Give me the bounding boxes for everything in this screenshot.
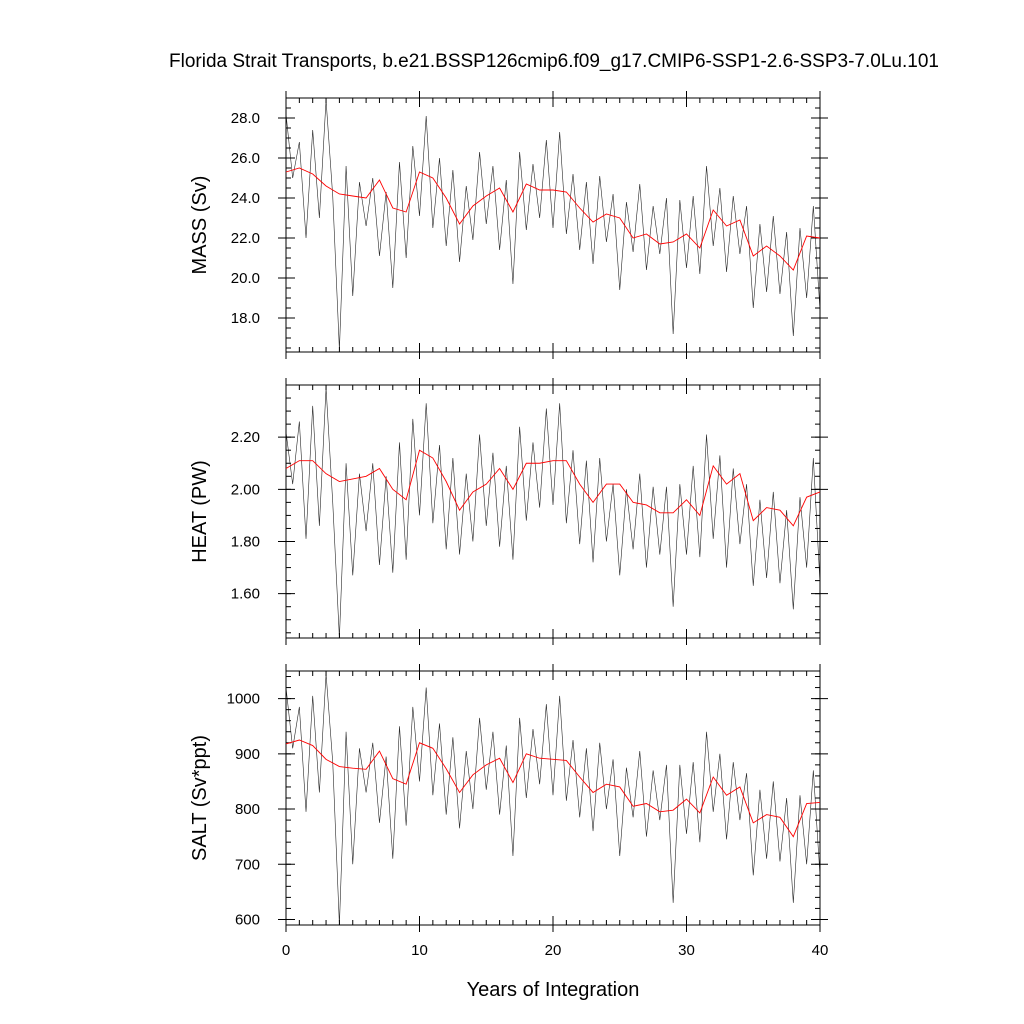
mass-y-tick-label: 24.0 [231, 190, 260, 207]
salt-y-tick-label: 800 [235, 801, 260, 818]
salt-raw-series-line [285, 673, 821, 926]
heat-y-tick-label: 2.00 [231, 481, 260, 498]
mass-y-tick-label: 22.0 [231, 230, 260, 247]
mass-y-tick-label: 18.0 [231, 310, 260, 327]
salt-smooth-series-line [285, 739, 821, 838]
salt-x-tick-label: 10 [411, 942, 428, 959]
figure-title: Florida Strait Transports, b.e21.BSSP126… [169, 51, 939, 72]
salt-x-tick-label: 30 [678, 942, 695, 959]
heat-raw-series-line [285, 387, 821, 639]
heat-panel: 1.60 1.80 2.00 2.20 HEAT (PW) [189, 378, 828, 645]
mass-y-tick-label: 26.0 [231, 150, 260, 167]
x-axis-label: Years of Integration [467, 979, 640, 1001]
heat-smooth-series-line [285, 449, 821, 527]
salt-y-tick-label: 900 [235, 746, 260, 763]
heat-plot-frame [285, 384, 821, 639]
mass-raw-series-line [285, 99, 821, 351]
mass-y-tick-label: 20.0 [231, 270, 260, 287]
salt-y-tick-label: 700 [235, 856, 260, 873]
heat-y-tick-label: 1.60 [231, 586, 260, 603]
heat-y-axis-label: HEAT (PW) [189, 460, 211, 563]
mass-y-axis-label: MASS (Sv) [189, 176, 211, 275]
heat-y-tick-label: 1.80 [231, 533, 260, 550]
salt-x-tick-label: 20 [545, 942, 562, 959]
salt-y-tick-label: 1000 [227, 691, 260, 708]
salt-y-tick-label: 600 [235, 911, 260, 928]
salt-plot-frame [285, 670, 821, 926]
heat-y-tick-label: 2.20 [231, 429, 260, 446]
salt-x-tick-label: 0 [282, 942, 290, 959]
mass-smooth-series-line [285, 167, 821, 271]
salt-y-axis-label: SALT (Sv*ppt) [189, 735, 211, 861]
salt-panel: 600 700 800 900 1000 0 10 20 30 40 SALT (Sv*ppt) [189, 664, 828, 959]
mass-y-tick-label: 28.0 [231, 110, 260, 127]
mass-panel: 18.0 20.0 22.0 24.0 26.0 28.0 MASS (Sv) [189, 91, 828, 359]
salt-x-tick-label: 40 [812, 942, 829, 959]
